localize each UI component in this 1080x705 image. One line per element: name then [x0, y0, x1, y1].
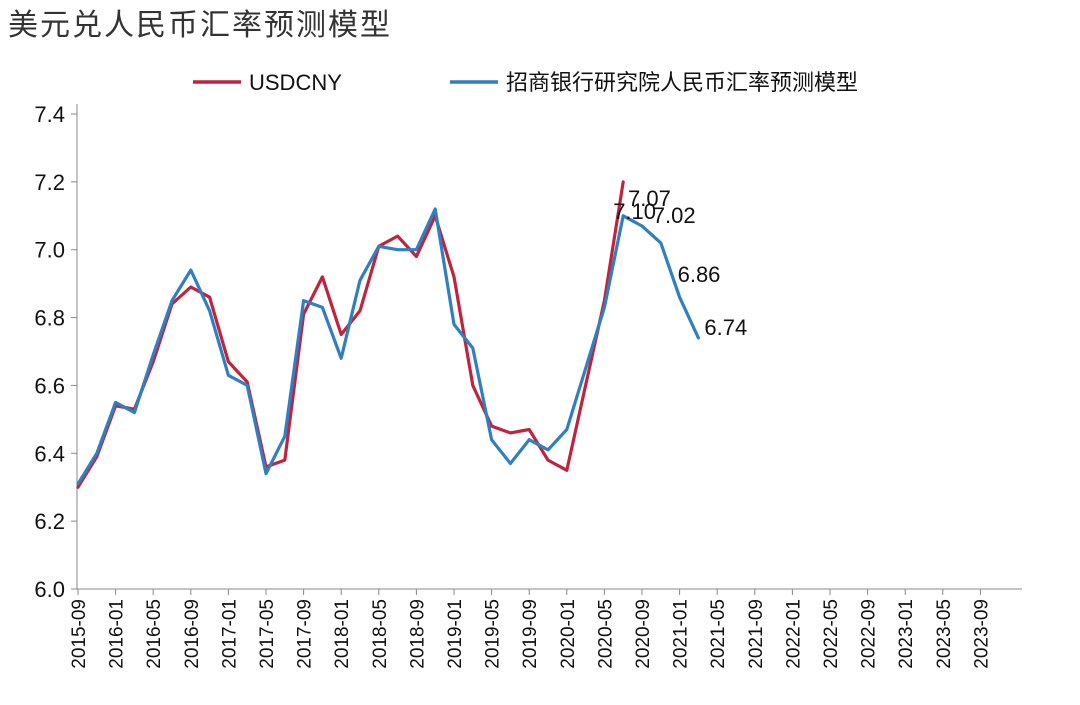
x-tick-label: 2023-01 [896, 599, 917, 669]
y-tick-label: 7.0 [34, 238, 65, 263]
data-label: 7.07 [628, 186, 671, 211]
x-tick-label: 2021-05 [708, 599, 729, 669]
y-tick-label: 7.4 [34, 102, 65, 127]
x-tick-label: 2020-01 [558, 599, 579, 669]
y-tick-label: 6.0 [34, 577, 65, 602]
x-tick-label: 2022-05 [821, 599, 842, 669]
x-tick-label: 2018-09 [407, 599, 428, 669]
x-tick-label: 2020-05 [595, 599, 616, 669]
y-tick-label: 6.2 [34, 509, 65, 534]
x-tick-label: 2019-05 [483, 599, 504, 669]
x-tick-label: 2023-09 [971, 599, 992, 669]
x-tick-label: 2021-01 [671, 599, 692, 669]
x-tick-label: 2018-05 [370, 599, 391, 669]
y-tick-label: 7.2 [34, 170, 65, 195]
legend-label: USDCNY [249, 70, 342, 95]
y-tick-label: 6.4 [34, 441, 65, 466]
x-tick-label: 2022-09 [859, 599, 880, 669]
legend-label: 招商银行研究院人民币汇率预测模型 [506, 70, 858, 95]
x-tick-label: 2016-01 [107, 599, 128, 669]
x-tick-label: 2017-09 [295, 599, 316, 669]
data-label: 6.74 [704, 315, 747, 340]
y-tick-label: 6.8 [34, 306, 65, 331]
data-label: 7.10 [613, 199, 656, 224]
x-tick-label: 2023-05 [934, 599, 955, 669]
x-tick-label: 2020-09 [633, 599, 654, 669]
x-tick-label: 2018-01 [332, 599, 353, 669]
series-line-model [76, 207, 701, 486]
x-tick-label: 2019-09 [520, 599, 541, 669]
data-label: 7.02 [653, 203, 696, 228]
data-label: 6.86 [678, 262, 721, 287]
x-tick-label: 2016-09 [182, 599, 203, 669]
chart-title: 美元兑人民币汇率预测模型 [8, 8, 392, 43]
x-tick-label: 2022-01 [783, 599, 804, 669]
x-tick-label: 2016-05 [144, 599, 165, 669]
x-tick-label: 2019-01 [445, 599, 466, 669]
y-tick-label: 6.6 [34, 373, 65, 398]
x-tick-label: 2017-05 [257, 599, 278, 669]
x-tick-label: 2015-09 [69, 599, 90, 669]
x-tick-label: 2017-01 [219, 599, 240, 669]
x-tick-label: 2021-09 [746, 599, 767, 669]
